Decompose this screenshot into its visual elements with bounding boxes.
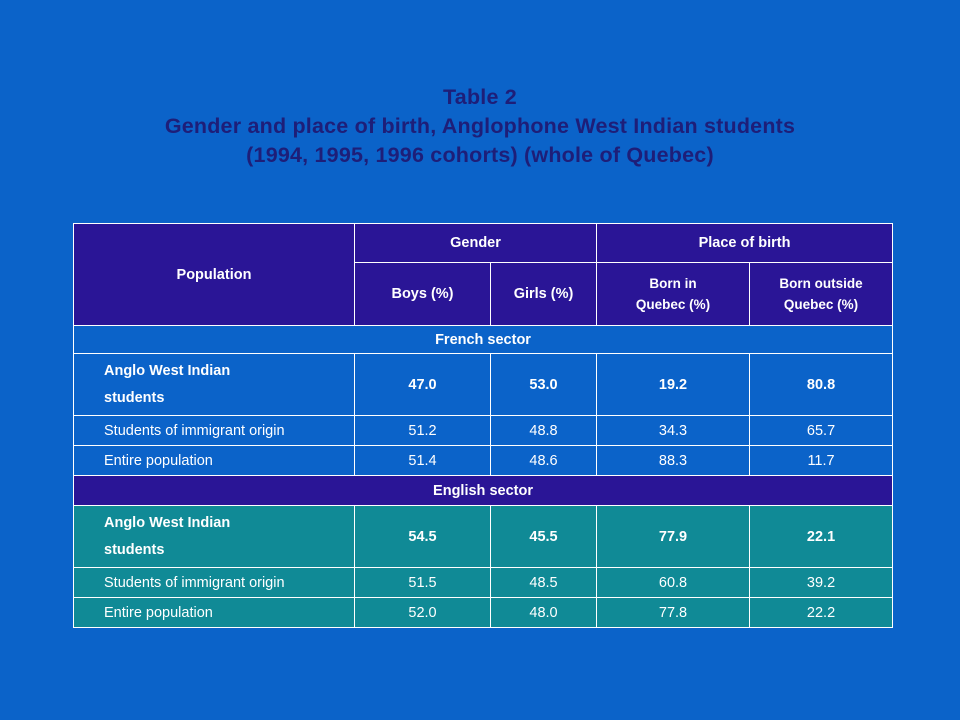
born-out-cell: 22.1 bbox=[749, 505, 894, 568]
header-gender: Gender bbox=[353, 223, 598, 263]
population-cell: Entire population bbox=[73, 597, 355, 628]
sector-label-french: French sector bbox=[72, 325, 894, 354]
table-row: Entire population 51.4 48.6 88.3 11.7 bbox=[73, 445, 894, 476]
title-line-3: (1994, 1995, 1996 cohorts) (whole of Que… bbox=[246, 143, 714, 167]
boys-cell: 51.4 bbox=[354, 445, 491, 476]
born-in-cell: 77.8 bbox=[596, 597, 751, 628]
boys-cell: 51.2 bbox=[354, 415, 491, 446]
born-out-cell: 65.7 bbox=[749, 415, 894, 446]
table-title: Table 2 Gender and place of birth, Anglo… bbox=[0, 83, 960, 170]
boys-cell: 54.5 bbox=[354, 505, 491, 568]
population-cell: Anglo West Indian students bbox=[73, 353, 355, 416]
header-place-of-birth: Place of birth bbox=[596, 223, 894, 263]
born-out-cell: 11.7 bbox=[749, 445, 894, 476]
table-row: Students of immigrant origin 51.2 48.8 3… bbox=[73, 415, 894, 446]
girls-cell: 48.8 bbox=[489, 415, 598, 446]
title-line-2: Gender and place of birth, Anglophone We… bbox=[164, 114, 796, 138]
born-in-cell: 77.9 bbox=[596, 505, 751, 568]
population-cell: Entire population bbox=[73, 445, 355, 476]
born-out-cell: 22.2 bbox=[749, 597, 894, 628]
population-cell: Anglo West Indian students bbox=[73, 505, 355, 568]
table-row: Anglo West Indian students 54.5 45.5 77.… bbox=[73, 505, 894, 568]
table-row: Anglo West Indian students 47.0 53.0 19.… bbox=[73, 353, 894, 416]
girls-cell: 53.0 bbox=[489, 353, 598, 416]
population-cell: Students of immigrant origin bbox=[73, 415, 355, 446]
title-line-1: Table 2 bbox=[443, 85, 517, 109]
born-out-cell: 80.8 bbox=[749, 353, 894, 416]
girls-cell: 45.5 bbox=[489, 505, 598, 568]
boys-cell: 47.0 bbox=[354, 353, 491, 416]
header-girls: Girls (%) bbox=[489, 262, 598, 326]
boys-cell: 52.0 bbox=[354, 597, 491, 628]
sector-label-english: English sector bbox=[72, 475, 894, 506]
boys-cell: 51.5 bbox=[354, 567, 491, 598]
table-row: Students of immigrant origin 51.5 48.5 6… bbox=[73, 567, 894, 598]
born-in-cell: 88.3 bbox=[596, 445, 751, 476]
table-row: Entire population 52.0 48.0 77.8 22.2 bbox=[73, 597, 894, 628]
born-out-cell: 39.2 bbox=[749, 567, 894, 598]
born-in-cell: 60.8 bbox=[596, 567, 751, 598]
population-cell: Students of immigrant origin bbox=[73, 567, 355, 598]
girls-cell: 48.6 bbox=[489, 445, 598, 476]
girls-cell: 48.5 bbox=[489, 567, 598, 598]
born-in-cell: 34.3 bbox=[596, 415, 751, 446]
girls-cell: 48.0 bbox=[489, 597, 598, 628]
header-born-outside-quebec: Born outside Quebec (%) bbox=[749, 262, 894, 326]
data-table: Population Gender Place of birth Boys (%… bbox=[72, 223, 894, 628]
born-in-cell: 19.2 bbox=[596, 353, 751, 416]
header-boys: Boys (%) bbox=[354, 262, 491, 326]
header-population: Population bbox=[73, 223, 355, 326]
header-born-in-quebec: Born in Quebec (%) bbox=[596, 262, 751, 326]
